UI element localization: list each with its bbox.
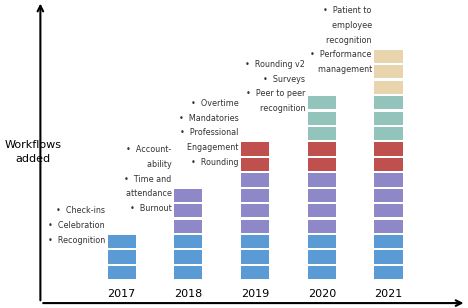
Text: •  Account-: • Account- [126,145,172,154]
Text: Engagement: Engagement [177,143,238,152]
Bar [374,65,402,79]
Bar [308,266,336,279]
Bar [308,111,336,125]
Bar [241,204,269,217]
Bar [174,189,202,202]
Bar [308,189,336,202]
Text: employee: employee [322,21,372,30]
Bar [308,173,336,187]
Text: ability: ability [137,160,172,169]
Text: •  Professional: • Professional [180,128,238,137]
Bar [374,173,402,187]
Bar [308,96,336,109]
Text: •  Rounding v2: • Rounding v2 [245,60,305,69]
Bar [174,266,202,279]
Bar [174,250,202,264]
Text: recognition: recognition [249,104,305,113]
Text: •  Peer to peer: • Peer to peer [246,89,305,99]
Text: •  Mandatories: • Mandatories [179,114,238,123]
Bar [241,189,269,202]
Text: •  Time and: • Time and [124,175,172,184]
Bar [308,235,336,248]
Bar [174,220,202,233]
Text: •  Performance: • Performance [310,51,372,59]
Bar [241,266,269,279]
Bar [108,250,136,264]
Bar [308,158,336,171]
Text: •  Surveys: • Surveys [263,75,305,84]
Bar [374,81,402,94]
Text: attendance: attendance [116,189,172,198]
Bar [374,127,402,140]
Bar [374,235,402,248]
Text: •  Patient to: • Patient to [323,6,372,15]
Bar [374,266,402,279]
Text: Workflows
added: Workflows added [5,140,61,164]
Bar [241,250,269,264]
Bar [308,250,336,264]
Bar [308,220,336,233]
Bar [374,111,402,125]
Text: •  Check-ins: • Check-ins [56,206,105,215]
Bar [174,235,202,248]
Text: •  Celebration: • Celebration [48,221,105,230]
Bar [374,189,402,202]
Bar [241,158,269,171]
Bar [374,220,402,233]
Bar [308,204,336,217]
Bar [241,173,269,187]
Text: •  Recognition: • Recognition [48,236,105,245]
Bar [374,158,402,171]
Text: •  Rounding: • Rounding [191,158,238,167]
Bar [174,204,202,217]
Bar [374,96,402,109]
Bar [374,50,402,63]
Text: •  Overtime: • Overtime [190,99,238,108]
Bar [308,127,336,140]
Bar [241,142,269,156]
Bar [374,250,402,264]
Text: •  Burnout: • Burnout [130,204,172,213]
Text: recognition: recognition [316,36,372,45]
Bar [241,235,269,248]
Bar [108,235,136,248]
Text: management: management [307,65,372,74]
Bar [374,142,402,156]
Bar [308,142,336,156]
Bar [374,204,402,217]
Bar [241,220,269,233]
Bar [108,266,136,279]
